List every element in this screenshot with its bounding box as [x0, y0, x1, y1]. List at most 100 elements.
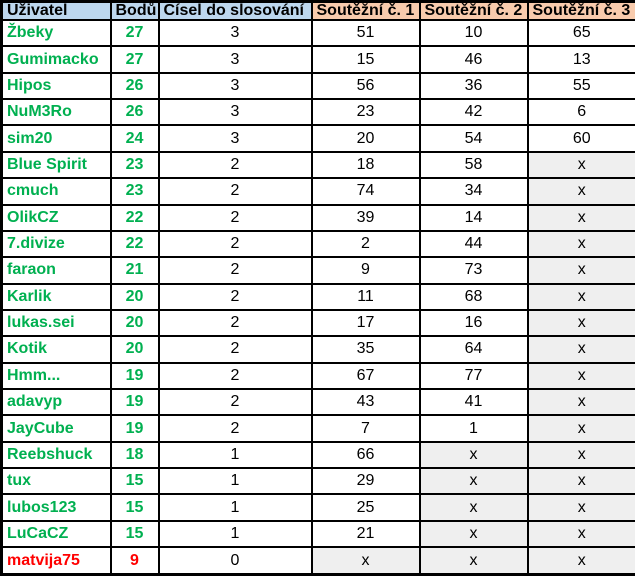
user-cell: JayCube	[0, 414, 112, 443]
contest1-cell: 20	[310, 124, 421, 153]
contest3-cell: x	[526, 440, 635, 470]
contest2-cell: 10	[418, 18, 529, 48]
table-row: Kotik 20 2 35 64 x	[0, 335, 635, 364]
contest2-cell: x	[418, 519, 529, 549]
points-cell: 20	[109, 335, 160, 364]
contest2-cell: 58	[418, 150, 529, 180]
contest2-cell: x	[418, 493, 529, 522]
user-cell: 7.divize	[0, 229, 112, 259]
tickets-cell: 2	[157, 388, 313, 417]
user-cell: Hipos	[0, 71, 112, 101]
user-cell: Žbeky	[0, 18, 112, 48]
table-row: OlikCZ 22 2 39 14 x	[0, 203, 635, 232]
table-row: JayCube 19 2 7 1 x	[0, 414, 635, 443]
points-cell: 22	[109, 203, 160, 232]
table-row: Gumimacko 27 3 15 46 13	[0, 45, 635, 74]
contest1-cell: 56	[310, 71, 421, 101]
user-cell: Gumimacko	[0, 45, 112, 74]
contest2-cell: 42	[418, 98, 529, 127]
user-cell: Reebshuck	[0, 440, 112, 470]
user-cell: Hmm...	[0, 361, 112, 391]
table-row: Blue Spirit 23 2 18 58 x	[0, 150, 635, 180]
contest1-cell: x	[310, 546, 421, 576]
contest3-cell: x	[526, 414, 635, 443]
contest3-cell: x	[526, 335, 635, 364]
contest2-cell: x	[418, 546, 529, 576]
table-row: matvija75 9 0 x x x	[0, 546, 635, 576]
user-cell: adavyp	[0, 388, 112, 417]
contest2-cell: x	[418, 440, 529, 470]
contest1-cell: 2	[310, 229, 421, 259]
contest3-cell: x	[526, 282, 635, 311]
points-cell: 26	[109, 98, 160, 127]
table-row: Hmm... 19 2 67 77 x	[0, 361, 635, 391]
points-cell: 15	[109, 519, 160, 549]
contest3-cell: x	[526, 203, 635, 232]
contest1-cell: 29	[310, 467, 421, 496]
contest2-cell: 73	[418, 256, 529, 285]
column-header-sout-n-2: Soutěžní č. 2	[418, 0, 529, 21]
contest3-cell: x	[526, 177, 635, 206]
table-row: faraon 21 2 9 73 x	[0, 256, 635, 285]
points-cell: 21	[109, 256, 160, 285]
user-cell: Karlik	[0, 282, 112, 311]
user-cell: lubos123	[0, 493, 112, 522]
contest3-cell: 6	[526, 98, 635, 127]
tickets-cell: 2	[157, 308, 313, 338]
tickets-cell: 2	[157, 361, 313, 391]
contest2-cell: 64	[418, 335, 529, 364]
table-row: cmuch 23 2 74 34 x	[0, 177, 635, 206]
contest1-cell: 15	[310, 45, 421, 74]
tickets-cell: 2	[157, 335, 313, 364]
points-cell: 22	[109, 229, 160, 259]
contest2-cell: 14	[418, 203, 529, 232]
table-row: Hipos 26 3 56 36 55	[0, 71, 635, 101]
contest1-cell: 11	[310, 282, 421, 311]
tickets-cell: 3	[157, 98, 313, 127]
contest3-cell: x	[526, 388, 635, 417]
tickets-cell: 2	[157, 177, 313, 206]
tickets-cell: 2	[157, 282, 313, 311]
contest2-cell: 1	[418, 414, 529, 443]
contest1-cell: 25	[310, 493, 421, 522]
table-row: tux 15 1 29 x x	[0, 467, 635, 496]
column-header-sout-n-3: Soutěžní č. 3	[526, 0, 635, 21]
tickets-cell: 3	[157, 18, 313, 48]
header-row: Uživatel Bodů Čísel do slosování Soutěžní č…	[0, 0, 635, 21]
contest2-cell: 46	[418, 45, 529, 74]
contest1-cell: 43	[310, 388, 421, 417]
points-cell: 27	[109, 45, 160, 74]
tickets-cell: 3	[157, 124, 313, 153]
contest2-cell: 68	[418, 282, 529, 311]
contest3-cell: x	[526, 150, 635, 180]
contest2-cell: 16	[418, 308, 529, 338]
points-cell: 15	[109, 467, 160, 496]
points-cell: 19	[109, 388, 160, 417]
contest3-cell: x	[526, 493, 635, 522]
contest3-cell: x	[526, 467, 635, 496]
table-row: Žbeky 27 3 51 10 65	[0, 18, 635, 48]
tickets-cell: 3	[157, 71, 313, 101]
contest3-cell: x	[526, 308, 635, 338]
contest1-cell: 9	[310, 256, 421, 285]
user-cell: NuM3Ro	[0, 98, 112, 127]
points-cell: 20	[109, 282, 160, 311]
user-cell: tux	[0, 467, 112, 496]
tickets-cell: 2	[157, 256, 313, 285]
tickets-cell: 1	[157, 519, 313, 549]
table-body: Žbeky 27 3 51 10 65 Gumimacko 27 3 15 46 13 Hipos 26 3…	[0, 18, 635, 576]
points-cell: 23	[109, 150, 160, 180]
user-cell: Kotik	[0, 335, 112, 364]
column-header-u-ivatel: Uživatel	[0, 0, 112, 21]
tickets-cell: 1	[157, 467, 313, 496]
table-row: Reebshuck 18 1 66 x x	[0, 440, 635, 470]
table-row: adavyp 19 2 43 41 x	[0, 388, 635, 417]
column-header-sout-n-1: Soutěžní č. 1	[310, 0, 421, 21]
contest3-cell: 55	[526, 71, 635, 101]
contest1-cell: 67	[310, 361, 421, 391]
table-row: 7.divize 22 2 2 44 x	[0, 229, 635, 259]
table-row: sim20 24 3 20 54 60	[0, 124, 635, 153]
contest3-cell: x	[526, 229, 635, 259]
user-cell: faraon	[0, 256, 112, 285]
